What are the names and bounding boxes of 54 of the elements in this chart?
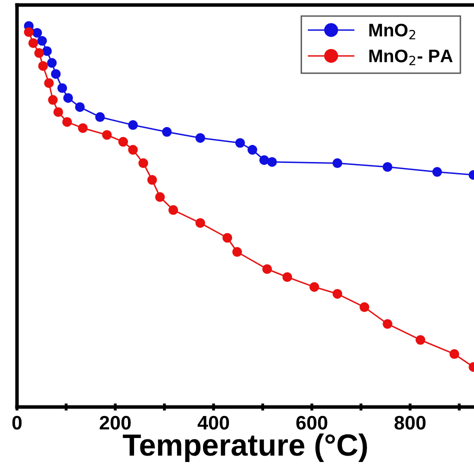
x-tick-label: 600 [296,416,328,430]
legend-label: MnO$_{2}$ [369,24,416,40]
point [34,48,44,58]
point [63,93,73,103]
point [62,117,72,127]
point [128,120,138,130]
point [102,130,112,140]
point [248,144,258,155]
point [360,302,370,312]
point [232,247,242,257]
point [44,78,54,88]
point [332,288,342,299]
point [38,61,48,71]
point [162,127,172,137]
point [37,36,47,46]
point [332,158,342,168]
point [118,136,128,147]
point [235,138,245,148]
point [42,46,52,56]
point [50,69,61,79]
point [168,205,178,215]
legend-label: MnO$_{2}$- PA [369,50,453,66]
point [95,112,105,122]
point [53,107,64,117]
point [78,123,88,133]
point [382,162,392,172]
point [432,167,442,177]
point [262,264,272,274]
x-tick-label: 400 [198,416,229,430]
x-axis-title: Temperature (°C) [122,433,367,462]
point [222,232,232,243]
point [138,158,148,168]
point [282,272,292,282]
point [128,144,138,155]
point [382,319,392,329]
x-tick-label: 800 [394,416,426,430]
point [47,58,57,68]
point [155,192,165,202]
point [32,28,42,38]
point [195,218,206,228]
point [57,83,68,93]
point [309,282,320,292]
point [75,102,85,112]
x-tick-label: 0 [12,416,22,430]
point [416,335,426,345]
point [48,95,58,105]
point [259,155,270,165]
point [449,349,460,359]
x-tick-label: 200 [100,416,131,430]
point [147,175,157,185]
point [195,133,206,143]
point [28,38,38,48]
point [267,157,277,167]
point [24,27,34,37]
